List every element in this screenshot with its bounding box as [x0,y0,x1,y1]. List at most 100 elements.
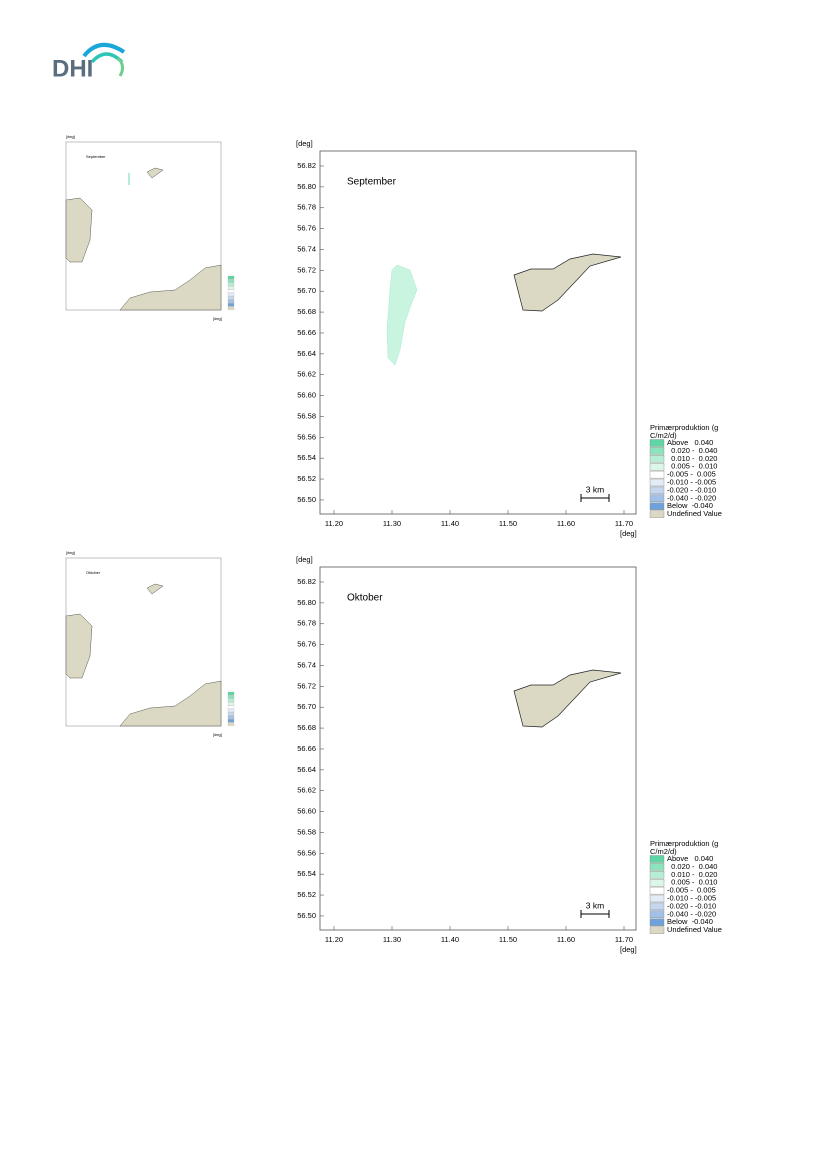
map-frame [319,150,637,515]
thumbnail: Oktober [deg] [deg] [65,550,235,737]
legend-label: Above 0.040 [667,438,713,447]
water-patch [386,264,418,366]
y-tick-label: 56.72 [297,681,316,690]
thumbnail-legend-swatch [227,296,235,300]
legend-swatch [649,855,665,863]
y-tick-label: 56.50 [297,911,316,920]
x-tick-label: 11.60 [557,935,575,944]
scale-bar [580,494,610,502]
thumbnail-legend-swatch [227,722,235,726]
thumbnail-land [65,613,93,679]
legend-title: Primærproduktion (g [650,839,718,848]
y-tick-label: 56.78 [297,203,316,212]
legend-swatch [649,478,665,487]
logo-arc [116,56,125,77]
legend-swatch [649,494,665,502]
legend-title: Primærproduktion (g [650,423,718,432]
thumbnail-legend-swatch [227,282,235,286]
x-tick-label: 11.30 [383,935,401,944]
x-tick-label: 11.60 [557,519,575,528]
x-tick-label: 11.70 [615,935,633,944]
y-tick-label: 56.60 [297,391,316,400]
legend-label: 0.005 - 0.010 [667,462,717,471]
thumbnail-legend-swatch [227,715,235,719]
legend-label: -0.010 - -0.005 [667,477,716,486]
x-tick-label: 11.50 [499,935,517,944]
y-tick-label: 56.72 [297,265,316,274]
legend-swatch [649,463,665,471]
legend-swatch [649,910,665,918]
thumbnail-legend-swatch [227,695,235,699]
y-tick-label: 56.64 [297,349,316,358]
legend-swatch [649,886,665,895]
legend-swatch [649,447,665,455]
legend-label: 0.010 - 0.020 [667,870,717,879]
thumbnail-patch [128,173,130,185]
y-tick-label: 56.54 [297,453,316,462]
y-unit: [deg] [296,139,313,148]
y-tick-label: 56.58 [297,411,316,420]
legend-title: C/m2/d) [650,847,677,856]
thumbnail-legend-swatch [227,698,235,702]
legend-label: -0.005 - 0.005 [667,886,716,895]
y-tick-label: 56.62 [297,786,316,795]
legend-label: -0.040 - -0.020 [667,493,716,502]
y-tick-label: 56.68 [297,723,316,732]
legend-swatch [649,470,665,479]
thumbnail-land [119,680,222,727]
thumbnail-legend-swatch [227,691,235,696]
y-tick-label: 56.80 [297,182,316,191]
scale-bar [580,910,610,918]
thumbnail-legend-swatch [227,705,235,709]
thumbnail-legend-swatch [227,289,235,293]
x-tick-label: 11.70 [615,519,633,528]
thumbnail: September [deg] [deg] [65,134,235,321]
legend-swatch [649,439,665,447]
legend-swatch [649,871,665,879]
y-unit: [deg] [296,555,313,564]
y-tick-label: 56.76 [297,224,316,233]
thumbnail-unit: [deg] [66,550,75,555]
thumbnail-land [119,264,222,311]
y-tick-label: 56.70 [297,286,316,295]
thumbnail-legend-swatch [227,702,235,706]
legend-swatch [649,510,665,518]
thumbnail-legend-swatch [227,303,235,307]
legend-label: -0.040 - -0.020 [667,909,716,918]
legend-swatch [649,926,665,934]
x-tick-label: 11.20 [325,935,343,944]
thumbnail-land [65,197,93,263]
legend-label: Undefined Value [667,509,722,518]
thumbnail-legend-swatch [227,292,235,297]
legend-label: -0.020 - -0.010 [667,901,716,910]
legend-swatch [649,879,665,887]
thumbnail-legend-swatch [227,708,235,713]
thumbnail-legend-swatch [227,275,235,280]
thumbnail-unit: [deg] [66,134,75,139]
y-tick-label: 56.52 [297,890,316,899]
y-tick-label: 56.56 [297,848,316,857]
y-tick-label: 56.50 [297,495,316,504]
legend-swatch [649,502,665,510]
y-tick-label: 56.58 [297,827,316,836]
thumbnail-land [146,167,164,179]
y-tick-label: 56.64 [297,765,316,774]
land [513,669,622,728]
legend-swatch [649,455,665,463]
legend-label: 0.020 - 0.040 [667,446,717,455]
logo: DHI [52,43,126,82]
map-panel: September [deg] [deg] September [deg] [deg] 56… [65,134,722,538]
x-unit: [deg] [620,529,637,538]
legend-label: Undefined Value [667,925,722,934]
y-tick-label: 56.66 [297,744,316,753]
x-tick-label: 11.30 [383,519,401,528]
y-tick-label: 56.68 [297,307,316,316]
legend-label: 0.005 - 0.010 [667,878,717,887]
y-tick-label: 56.80 [297,598,316,607]
map-title: September [347,177,397,188]
y-tick-label: 56.70 [297,702,316,711]
thumbnail-legend-swatch [227,306,235,310]
scale-bar-label: 3 km [586,900,604,910]
thumbnail-legend-swatch [227,712,235,716]
x-unit: [deg] [620,945,637,954]
